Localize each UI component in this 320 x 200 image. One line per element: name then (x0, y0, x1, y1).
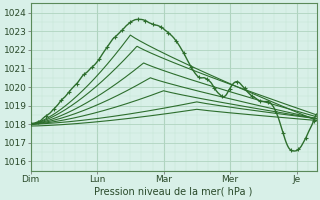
X-axis label: Pression niveau de la mer( hPa ): Pression niveau de la mer( hPa ) (94, 187, 253, 197)
